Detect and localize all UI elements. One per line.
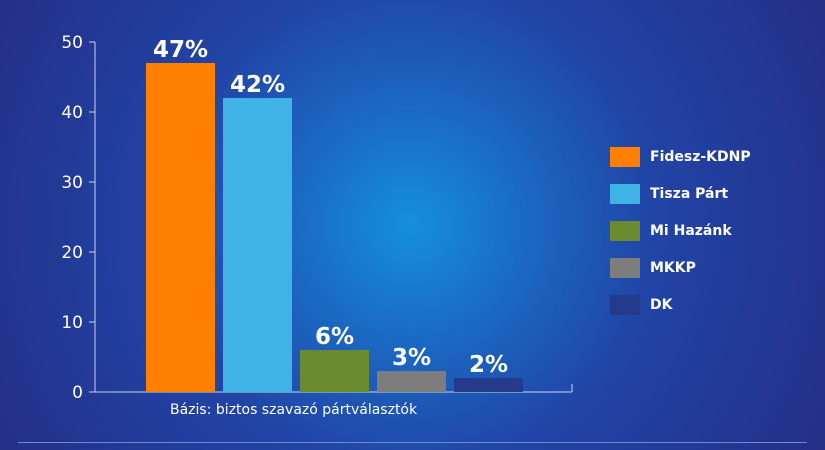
legend-item-mkkp: MKKP [610,249,751,286]
y-tick-label-30: 30 [61,173,83,193]
data-label-fidesz-kdnp: 47% [153,37,208,63]
legend-item-mi-hazank: Mi Hazánk [610,212,751,249]
legend-item-dk: DK [610,286,751,323]
y-tick-label-10: 10 [61,313,83,333]
y-tick-label-0: 0 [72,383,83,403]
bar-mi-haz-nk [300,350,369,392]
data-label-mkkp: 3% [392,345,431,371]
legend-label-dk: DK [650,296,673,313]
legend-label-tisza-part: Tisza Párt [650,185,729,202]
bar-dk [454,378,523,392]
legend-label-mi-hazank: Mi Hazánk [650,222,732,239]
data-label-tisza-p-rt: 42% [230,72,285,98]
legend-swatch-tisza-part [610,183,640,204]
legend-item-fidesz-kdnp: Fidesz-KDNP [610,138,751,175]
legend-item-tisza-part: Tisza Párt [610,175,751,212]
y-tick-label-40: 40 [61,103,83,123]
legend-swatch-fidesz-kdnp [610,146,640,167]
bar-mkkp [377,371,446,392]
legend-swatch-mi-hazank [610,220,640,241]
chart-legend: Fidesz-KDNP Tisza Párt Mi Hazánk MKKP DK [610,138,751,323]
y-tick-label-20: 20 [61,243,83,263]
bar-fidesz-kdnp [146,63,215,392]
legend-swatch-dk [610,294,640,315]
bar-tisza-p-rt [223,98,292,392]
legend-swatch-mkkp [610,257,640,278]
footer-divider [18,442,807,443]
data-label-dk: 2% [469,352,508,378]
base-note: Bázis: biztos szavazó pártválasztók [170,402,418,418]
y-tick-label-50: 50 [61,33,83,53]
legend-label-mkkp: MKKP [650,259,696,276]
legend-label-fidesz-kdnp: Fidesz-KDNP [650,148,751,165]
data-label-mi-haz-nk: 6% [315,324,354,350]
